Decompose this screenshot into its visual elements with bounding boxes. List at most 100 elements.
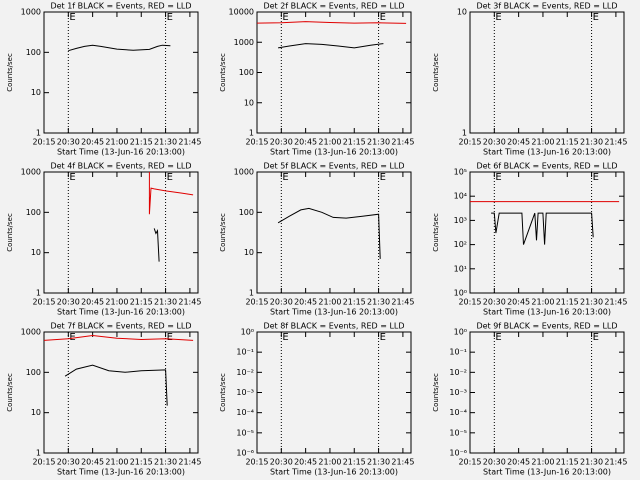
marker-label: E — [167, 172, 173, 183]
y-tick-label: 1 — [36, 289, 41, 298]
y-tick-label: 10¹ — [454, 264, 467, 273]
x-tick-label: 21:15 — [343, 138, 366, 147]
y-tick-label: 1 — [249, 129, 254, 138]
x-tick-label: 21:00 — [531, 138, 554, 147]
y-tick-label: 1 — [36, 449, 41, 458]
x-tick-label: 21:30 — [580, 138, 603, 147]
x-tick-label: 20:30 — [57, 298, 80, 307]
x-tick-label: 21:45 — [391, 138, 414, 147]
y-tick-label: 10² — [454, 240, 467, 249]
x-tick-label: 21:15 — [556, 138, 579, 147]
x-tick-label: 21:15 — [130, 458, 153, 467]
y-axis-label: Counts/sec — [6, 213, 14, 252]
x-tick-label: 20:15 — [458, 298, 481, 307]
series-line — [278, 43, 384, 49]
x-tick-label: 21:45 — [178, 138, 201, 147]
series-line — [153, 228, 160, 262]
series-line — [277, 207, 381, 259]
x-axis-label: Start Time (13-Jun-16 20:13:00) — [57, 468, 185, 477]
plot-frame — [43, 331, 199, 454]
y-tick-label: 1 — [462, 129, 467, 138]
y-tick-label: 10⁻¹ — [236, 348, 254, 357]
x-tick-label: 21:30 — [580, 458, 603, 467]
x-tick-label: 21:45 — [178, 458, 201, 467]
y-tick-label: 10⁻² — [236, 368, 254, 377]
y-tick-label: 10⁰ — [241, 328, 254, 337]
y-axis-label: Counts/sec — [6, 373, 14, 412]
marker-label: E — [167, 332, 173, 343]
x-tick-label: 21:15 — [343, 298, 366, 307]
x-tick-label: 21:45 — [391, 298, 414, 307]
x-axis-label: Start Time (13-Jun-16 20:13:00) — [270, 148, 398, 157]
x-tick-label: 21:45 — [604, 298, 627, 307]
x-tick-label: 20:45 — [294, 138, 317, 147]
x-tick-label: 21:30 — [367, 298, 390, 307]
marker-label: E — [69, 332, 75, 343]
y-tick-label: 10⁻⁶ — [236, 449, 254, 458]
marker-label: E — [282, 332, 288, 343]
x-tick-label: 20:15 — [245, 458, 268, 467]
marker-label: E — [495, 332, 501, 343]
marker-label: E — [593, 332, 599, 343]
panel: Det 1f BLACK = Events, RED = LLD Start Ti… — [6, 2, 201, 157]
x-tick-label: 21:30 — [154, 458, 177, 467]
x-tick-label: 21:00 — [318, 458, 341, 467]
marker-label: E — [167, 12, 173, 23]
x-axis-label: Start Time (13-Jun-16 20:13:00) — [483, 468, 611, 477]
series-line — [68, 44, 171, 52]
y-tick-label: 10⁰ — [454, 289, 467, 298]
x-tick-label: 21:15 — [130, 298, 153, 307]
x-tick-label: 20:45 — [294, 298, 317, 307]
series-line — [491, 212, 594, 245]
y-tick-label: 1000 — [234, 168, 254, 177]
x-tick-label: 21:00 — [105, 298, 128, 307]
marker-label: E — [593, 172, 599, 183]
y-tick-label: 1000 — [234, 38, 254, 47]
plot-frame — [469, 331, 625, 454]
panel: Det 2f BLACK = Events, RED = LLD Start Ti… — [219, 2, 414, 157]
plot-frame — [256, 11, 412, 134]
y-tick-label: 10⁰ — [454, 328, 467, 337]
y-tick-label: 10 — [244, 248, 254, 257]
x-tick-label: 20:45 — [507, 138, 530, 147]
plot-frame — [256, 331, 412, 454]
x-tick-label: 20:30 — [270, 458, 293, 467]
panel: Det 6f BLACK = Events, RED = LLD Start Ti… — [432, 162, 627, 317]
x-axis-label: Start Time (13-Jun-16 20:13:00) — [483, 148, 611, 157]
y-tick-label: 1000 — [21, 328, 41, 337]
marker-label: E — [495, 12, 501, 23]
y-tick-label: 100 — [26, 208, 41, 217]
y-axis-label: Counts/sec — [6, 53, 14, 92]
x-tick-label: 20:15 — [245, 298, 268, 307]
x-tick-label: 21:30 — [154, 298, 177, 307]
plot-frame — [256, 171, 412, 294]
x-tick-label: 21:00 — [531, 298, 554, 307]
x-tick-label: 21:15 — [556, 298, 579, 307]
plot-frame — [469, 11, 625, 134]
x-tick-label: 21:15 — [556, 458, 579, 467]
marker-label: E — [495, 172, 501, 183]
y-tick-label: 1 — [249, 289, 254, 298]
y-tick-label: 10 — [31, 248, 41, 257]
marker-label: E — [282, 172, 288, 183]
x-tick-label: 21:30 — [580, 298, 603, 307]
x-axis-label: Start Time (13-Jun-16 20:13:00) — [270, 308, 398, 317]
y-tick-label: 10⁻⁵ — [236, 428, 254, 437]
x-tick-label: 21:00 — [105, 458, 128, 467]
y-tick-label: 1000 — [21, 168, 41, 177]
x-tick-label: 21:45 — [604, 138, 627, 147]
y-tick-label: 10⁴ — [454, 192, 467, 201]
panel: Det 5f BLACK = Events, RED = LLD Start Ti… — [219, 162, 414, 317]
chart-title: Det 7f BLACK = Events, RED = LLD — [50, 322, 191, 331]
y-tick-label: 10 — [457, 8, 467, 17]
x-tick-label: 20:45 — [507, 298, 530, 307]
y-tick-label: 10⁻¹ — [449, 348, 467, 357]
y-axis-label: Counts/sec — [432, 53, 440, 92]
chart-title: Det 4f BLACK = Events, RED = LLD — [50, 162, 191, 171]
y-tick-label: 10⁻² — [449, 368, 467, 377]
marker-label: E — [69, 172, 75, 183]
chart-title: Det 3f BLACK = Events, RED = LLD — [476, 2, 617, 11]
x-tick-label: 20:30 — [483, 458, 506, 467]
x-tick-label: 20:15 — [32, 138, 55, 147]
